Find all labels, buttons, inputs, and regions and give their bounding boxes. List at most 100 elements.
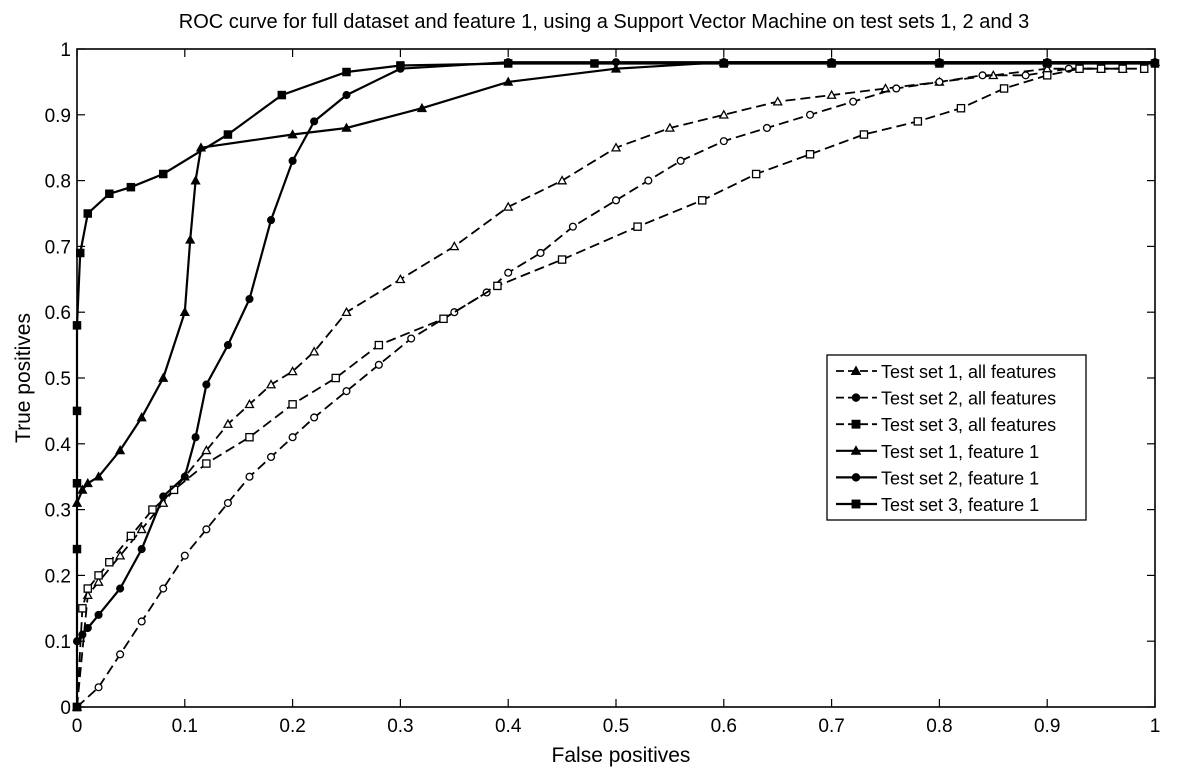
point-marker-circle [536, 248, 545, 258]
point-marker-triangle [341, 306, 352, 317]
legend-label: Test set 2, all features [881, 389, 1056, 409]
point-marker-square [557, 255, 567, 264]
point-marker-circle [1021, 71, 1030, 80]
point-marker-square [331, 373, 340, 383]
point-marker-circle [94, 683, 103, 692]
point-marker-triangle [556, 175, 568, 185]
legend-item: Test set 3, feature 1 [836, 495, 1039, 515]
point-marker-square [396, 61, 405, 70]
point-marker-square [374, 340, 384, 350]
point-marker-circle [805, 110, 815, 119]
point-marker-square [1096, 64, 1106, 73]
point-marker-square [1139, 64, 1149, 73]
point-marker-triangle [503, 76, 514, 86]
point-marker-triangle [416, 102, 428, 113]
point-marker-square [935, 59, 944, 68]
point-marker-triangle [190, 175, 201, 185]
point-marker-circle [935, 77, 944, 86]
point-marker-square [913, 117, 923, 126]
point-marker-circle [223, 341, 232, 350]
point-marker-circle [374, 360, 383, 369]
point-marker-square [78, 604, 87, 613]
point-marker-triangle [395, 273, 406, 284]
point-marker-square [1118, 64, 1127, 73]
point-marker-circle [245, 472, 254, 481]
legend-label: Test set 2, feature 1 [881, 468, 1039, 488]
point-marker-triangle [850, 365, 862, 376]
point-marker-square [590, 59, 599, 68]
point-marker-triangle [287, 366, 298, 376]
point-marker-square [83, 209, 93, 218]
point-marker-triangle [826, 89, 837, 99]
point-marker-square [1150, 59, 1160, 68]
point-marker-circle [83, 623, 92, 633]
y-tick-label: 0 [60, 698, 71, 719]
point-marker-square [697, 196, 707, 205]
point-marker-circle [116, 650, 125, 659]
y-tick-label: 0.7 [45, 237, 71, 258]
point-marker-square [202, 459, 211, 468]
series-line [76, 61, 1155, 642]
point-marker-circle [978, 71, 987, 80]
point-marker-circle [851, 393, 861, 402]
x-tick-label: 0.2 [279, 716, 305, 737]
legend-item: Test set 2, feature 1 [836, 468, 1039, 488]
point-marker-triangle [136, 412, 147, 422]
point-marker-triangle [201, 445, 212, 455]
point-marker-square [94, 571, 103, 580]
legend-label: Test set 1, feature 1 [881, 442, 1039, 462]
point-marker-square [72, 321, 82, 330]
point-marker-square [999, 84, 1009, 93]
point-marker-square [288, 400, 297, 409]
y-tick-label: 0.2 [45, 566, 71, 587]
y-tick-label: 1 [60, 40, 71, 61]
series-3 [72, 64, 1149, 712]
point-marker-circle [266, 216, 276, 225]
point-marker-square [342, 67, 351, 77]
point-marker-square [72, 406, 82, 416]
point-marker-circle [611, 196, 621, 205]
point-marker-circle [180, 551, 189, 560]
point-marker-triangle [136, 524, 147, 534]
legend-item: Test set 1, feature 1 [836, 442, 1039, 462]
legend-box [826, 354, 1087, 521]
x-tick-label: 1 [1150, 716, 1161, 737]
point-marker-square [851, 419, 861, 429]
point-marker-circle [762, 123, 771, 133]
x-tick-label: 0.5 [603, 716, 629, 737]
point-marker-circle [202, 525, 211, 534]
point-marker-square [83, 584, 93, 593]
point-marker-circle [288, 433, 297, 442]
point-marker-square [223, 130, 233, 139]
point-marker-triangle [309, 346, 320, 356]
point-marker-circle [116, 584, 125, 593]
point-marker-triangle [115, 550, 126, 560]
point-marker-circle [223, 498, 232, 508]
point-marker-triangle [185, 234, 196, 244]
chart-title: ROC curve for full dataset and feature 1… [179, 11, 1030, 33]
point-marker-square [126, 531, 136, 541]
point-marker-square [277, 90, 287, 100]
point-marker-circle [644, 176, 653, 185]
point-marker-circle [159, 584, 168, 593]
point-marker-triangle [77, 484, 88, 494]
point-marker-triangle [610, 63, 622, 73]
point-marker-triangle [341, 122, 352, 132]
point-marker-triangle [772, 96, 783, 106]
axes: 0 0.1 0.2 0.3 0.4 0.5 0.6 0.7 0.8 0.9 1 0 0.1 0.2 0.3 0… [45, 40, 1161, 737]
y-tick-label: 0.5 [45, 369, 71, 390]
point-marker-square [105, 189, 114, 199]
point-marker-triangle [287, 129, 298, 139]
point-marker-triangle [222, 418, 234, 428]
point-marker-circle [191, 433, 200, 442]
point-marker-triangle [850, 445, 862, 455]
point-marker-circle [568, 222, 577, 231]
point-marker-triangle [718, 109, 729, 119]
point-marker-triangle [82, 477, 93, 488]
point-marker-square [1042, 59, 1052, 68]
point-marker-square [719, 59, 729, 68]
point-marker-circle [137, 617, 146, 626]
point-marker-circle [407, 334, 416, 343]
point-marker-circle [94, 610, 103, 619]
